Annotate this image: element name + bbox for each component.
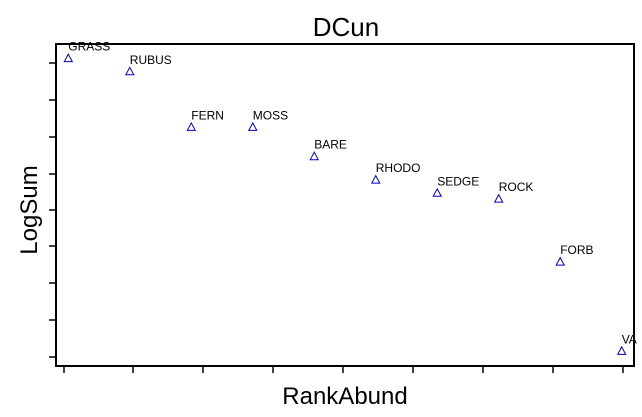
point-label-va: VA bbox=[622, 332, 637, 346]
point-label-rock: ROCK bbox=[499, 180, 534, 194]
point-marker-rock bbox=[493, 193, 504, 203]
point-marker-rhodo bbox=[370, 174, 381, 184]
point-label-moss: MOSS bbox=[253, 108, 288, 122]
point-marker-fern bbox=[186, 121, 197, 131]
point-marker-va bbox=[616, 345, 627, 355]
point-marker-moss bbox=[247, 121, 258, 131]
axis-ticks bbox=[49, 62, 624, 373]
y-axis-label: LogSum bbox=[16, 165, 43, 254]
point-label-rubus: RUBUS bbox=[130, 53, 172, 67]
point-marker-rubus bbox=[124, 66, 135, 76]
point-marker-grass bbox=[63, 53, 74, 63]
point-label-rhodo: RHODO bbox=[376, 161, 421, 175]
chart-title: DCun bbox=[313, 12, 379, 42]
point-marker-bare bbox=[309, 151, 320, 161]
plot-frame bbox=[55, 43, 635, 367]
point-label-forb: FORB bbox=[560, 243, 593, 257]
data-points: GRASS RUBUS FERN MOSS BARE RHODO SEDGE ROCK FORB… bbox=[63, 40, 637, 355]
point-label-sedge: SEDGE bbox=[437, 174, 479, 188]
point-label-grass: GRASS bbox=[68, 40, 110, 54]
point-label-fern: FERN bbox=[191, 108, 224, 122]
point-marker-forb bbox=[555, 256, 566, 266]
point-marker-sedge bbox=[432, 187, 443, 197]
x-axis-label: RankAbund bbox=[282, 383, 407, 410]
point-label-bare: BARE bbox=[314, 138, 347, 152]
